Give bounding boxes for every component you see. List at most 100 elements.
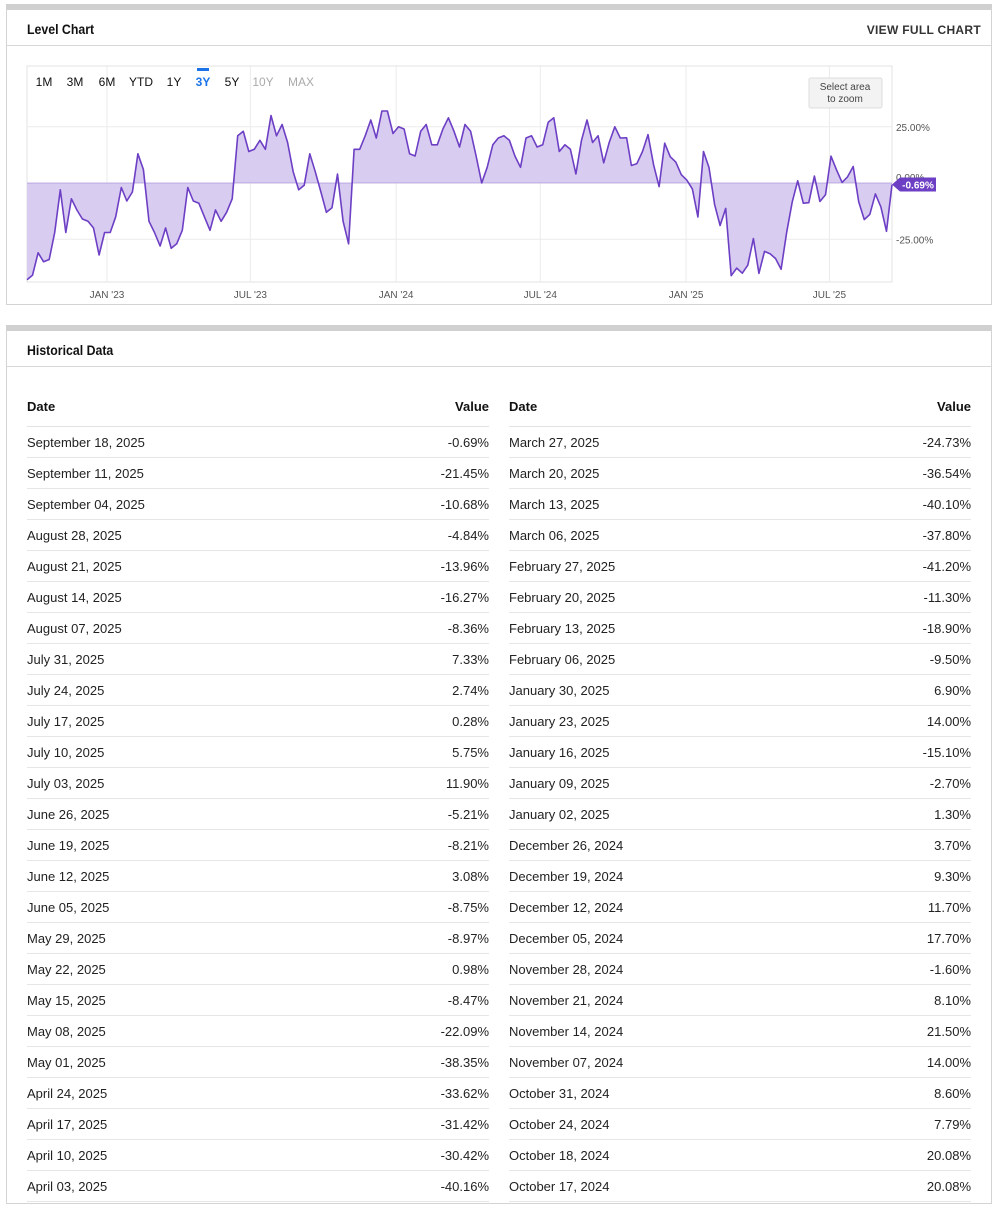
row-value: 6.90% <box>934 683 971 698</box>
range-button-ytd[interactable]: YTD <box>129 75 153 89</box>
x-tick-label: JUL '25 <box>813 290 847 301</box>
row-value: -1.60% <box>929 962 971 977</box>
row-date: October 17, 2024 <box>509 1179 610 1194</box>
row-date: February 06, 2025 <box>509 652 616 667</box>
row-date: July 24, 2025 <box>27 683 105 698</box>
table-row: July 17, 2025 0.28% <box>27 706 489 737</box>
row-value: 14.00% <box>926 714 971 729</box>
table-row: October 17, 2024 20.08% <box>509 1171 971 1202</box>
row-date: September 04, 2025 <box>27 497 145 512</box>
zoom-hint-box <box>808 77 883 109</box>
row-value: -22.09% <box>440 1024 489 1039</box>
current-value-label: -0.69% <box>902 181 934 192</box>
row-date: November 28, 2024 <box>509 962 624 977</box>
row-date: October 24, 2024 <box>509 1117 610 1132</box>
row-date: December 05, 2024 <box>509 931 624 946</box>
row-date: May 22, 2025 <box>27 962 106 977</box>
row-value: -4.84% <box>447 528 489 543</box>
row-value: -16.27% <box>440 590 489 605</box>
y-tick-label: 25.00% <box>896 123 930 134</box>
level-chart[interactable]: JAN '23 JUL '23 JAN '24 JUL '24 JAN '25 JUL '… <box>7 10 991 305</box>
row-value: -37.80% <box>922 528 971 543</box>
table-row: June 26, 2025 -5.21% <box>27 799 489 830</box>
row-date: November 14, 2024 <box>509 1024 624 1039</box>
row-date: July 03, 2025 <box>27 776 105 791</box>
row-value: -11.30% <box>923 590 971 605</box>
table-row: March 06, 2025 -37.80% <box>509 520 971 551</box>
row-value: -40.10% <box>922 497 971 512</box>
row-value: 11.70% <box>927 900 971 915</box>
table-row: January 09, 2025 -2.70% <box>509 768 971 799</box>
table-row: February 06, 2025 -9.50% <box>509 644 971 675</box>
row-value: 8.10% <box>934 993 971 1008</box>
table-row: February 27, 2025 -41.20% <box>509 551 971 582</box>
row-date: January 23, 2025 <box>509 714 610 729</box>
row-date: February 20, 2025 <box>509 590 616 605</box>
row-value: -15.10% <box>922 745 971 760</box>
range-button-1m[interactable]: 1M <box>36 75 53 89</box>
row-date: June 05, 2025 <box>27 900 110 915</box>
row-value: 2.74% <box>452 683 489 698</box>
range-button-5y[interactable]: 5Y <box>225 75 240 89</box>
row-value: 3.70% <box>934 838 971 853</box>
row-date: January 02, 2025 <box>509 807 610 822</box>
range-button-6m[interactable]: 6M <box>99 75 116 89</box>
historical-table-right: Date Value March 27, 2025 -24.73% March 20… <box>509 367 971 1202</box>
row-value: 0.98% <box>452 962 489 977</box>
row-value: -8.75% <box>447 900 489 915</box>
table-row: November 28, 2024 -1.60% <box>509 954 971 985</box>
table-row: February 13, 2025 -18.90% <box>509 613 971 644</box>
view-full-chart-link[interactable]: VIEW FULL CHART <box>866 23 981 37</box>
row-value: -8.97% <box>447 931 489 946</box>
table-row: September 11, 2025 -21.45% <box>27 458 489 489</box>
historical-data-panel: Historical Data Date Value September 18,… <box>6 325 992 1204</box>
y-tick-label: -25.00% <box>896 235 933 246</box>
row-value: 14.00% <box>926 1055 971 1070</box>
current-value-tag <box>892 177 936 192</box>
table-row: October 18, 2024 20.08% <box>509 1140 971 1171</box>
range-button-10y[interactable]: 10Y <box>252 75 273 89</box>
range-button-3y[interactable]: 3Y <box>196 75 211 89</box>
range-button-max[interactable]: MAX <box>288 75 314 89</box>
zoom-hint-text: Select area <box>820 82 871 93</box>
row-value: 5.75% <box>452 745 489 760</box>
row-value: -31.42% <box>440 1117 489 1132</box>
table-row: July 24, 2025 2.74% <box>27 675 489 706</box>
range-button-1y[interactable]: 1Y <box>167 75 182 89</box>
row-date: March 06, 2025 <box>509 528 600 543</box>
series-area <box>27 111 892 280</box>
row-date: June 12, 2025 <box>27 869 110 884</box>
row-date: October 18, 2024 <box>509 1148 610 1163</box>
row-date: May 15, 2025 <box>27 993 106 1008</box>
active-range-indicator <box>197 68 209 71</box>
table-row: May 01, 2025 -38.35% <box>27 1047 489 1078</box>
level-chart-title: Level Chart <box>27 21 95 37</box>
table-row: February 20, 2025 -11.30% <box>509 582 971 613</box>
row-value: 3.08% <box>452 869 489 884</box>
row-date: June 19, 2025 <box>27 838 110 853</box>
x-tick-label: JAN '23 <box>90 290 125 301</box>
row-date: March 27, 2025 <box>509 435 600 450</box>
table-row: January 02, 2025 1.30% <box>509 799 971 830</box>
row-date: January 30, 2025 <box>509 683 610 698</box>
row-value: -8.47% <box>447 993 489 1008</box>
row-date: November 21, 2024 <box>509 993 624 1008</box>
row-value: 7.79% <box>934 1117 971 1132</box>
date-column-header: Date <box>509 399 538 414</box>
row-value: 9.30% <box>934 869 971 884</box>
table-row: January 16, 2025 -15.10% <box>509 737 971 768</box>
row-date: December 12, 2024 <box>509 900 624 915</box>
table-row: January 23, 2025 14.00% <box>509 706 971 737</box>
row-value: 21.50% <box>926 1024 971 1039</box>
table-row: September 18, 2025 -0.69% <box>27 427 489 458</box>
row-date: September 11, 2025 <box>27 466 144 481</box>
table-row: December 19, 2024 9.30% <box>509 861 971 892</box>
x-tick-label: JUL '23 <box>234 290 268 301</box>
plot-area <box>26 65 893 283</box>
table-row: August 21, 2025 -13.96% <box>27 551 489 582</box>
row-date: January 09, 2025 <box>509 776 610 791</box>
row-date: May 29, 2025 <box>27 931 106 946</box>
range-button-3m[interactable]: 3M <box>67 75 84 89</box>
row-date: April 03, 2025 <box>27 1179 108 1194</box>
row-date: December 19, 2024 <box>509 869 624 884</box>
